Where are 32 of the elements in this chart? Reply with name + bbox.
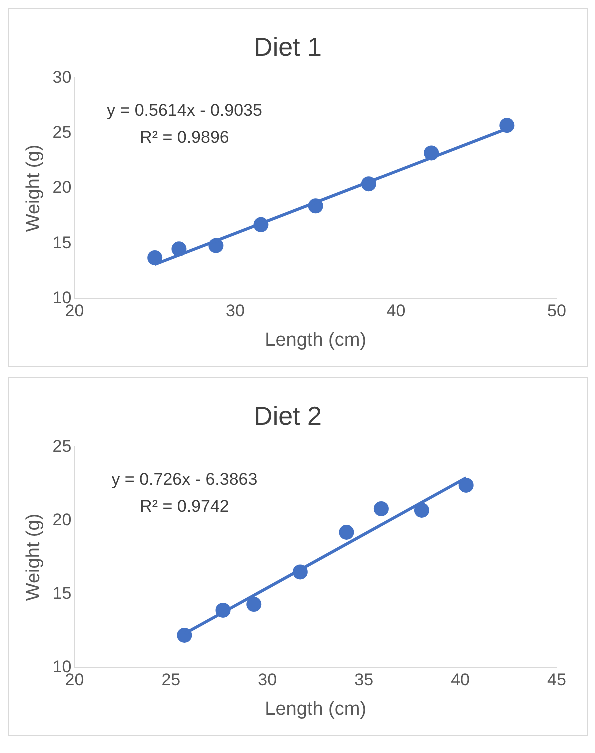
y-tick-label: 30: [52, 68, 72, 87]
x-tick-label: 25: [162, 670, 181, 690]
annotation: y = 0.726x - 6.3863: [112, 470, 258, 490]
point: [458, 478, 474, 493]
y-axis-title: Weight (g): [24, 514, 45, 602]
point: [148, 250, 163, 266]
chart-title: Diet 2: [254, 400, 322, 431]
x-axis-title: Length (cm): [265, 330, 367, 351]
y-tick-label: 25: [52, 436, 72, 456]
y-axis-title: Weight (g): [24, 144, 45, 232]
x-tick-label: 50: [548, 302, 566, 321]
point: [500, 118, 515, 134]
x-tick-label: 40: [386, 302, 406, 321]
annotation: R² = 0.9896: [140, 128, 230, 148]
x-tick-label: 40: [451, 670, 470, 690]
y-tick-label: 15: [52, 233, 72, 252]
y-tick-label: 20: [52, 178, 72, 198]
x-tick-label: 45: [548, 670, 566, 690]
annotation: R² = 0.9742: [140, 497, 230, 516]
point: [414, 502, 430, 518]
annotation: y = 0.5614x - 0.9035: [106, 101, 262, 120]
y-tick-label: 20: [52, 510, 72, 530]
y-tick-label: 25: [52, 123, 72, 142]
point: [339, 525, 354, 540]
x-tick-label: 30: [226, 302, 245, 321]
x-tick-label: 30: [258, 670, 278, 690]
y-tick-label: 15: [52, 584, 72, 603]
point: [246, 597, 262, 612]
chart-title: Diet 1: [254, 32, 322, 62]
point: [374, 501, 389, 516]
x-axis-title: Length (cm): [265, 698, 367, 720]
x-tick-label: 35: [354, 670, 374, 690]
